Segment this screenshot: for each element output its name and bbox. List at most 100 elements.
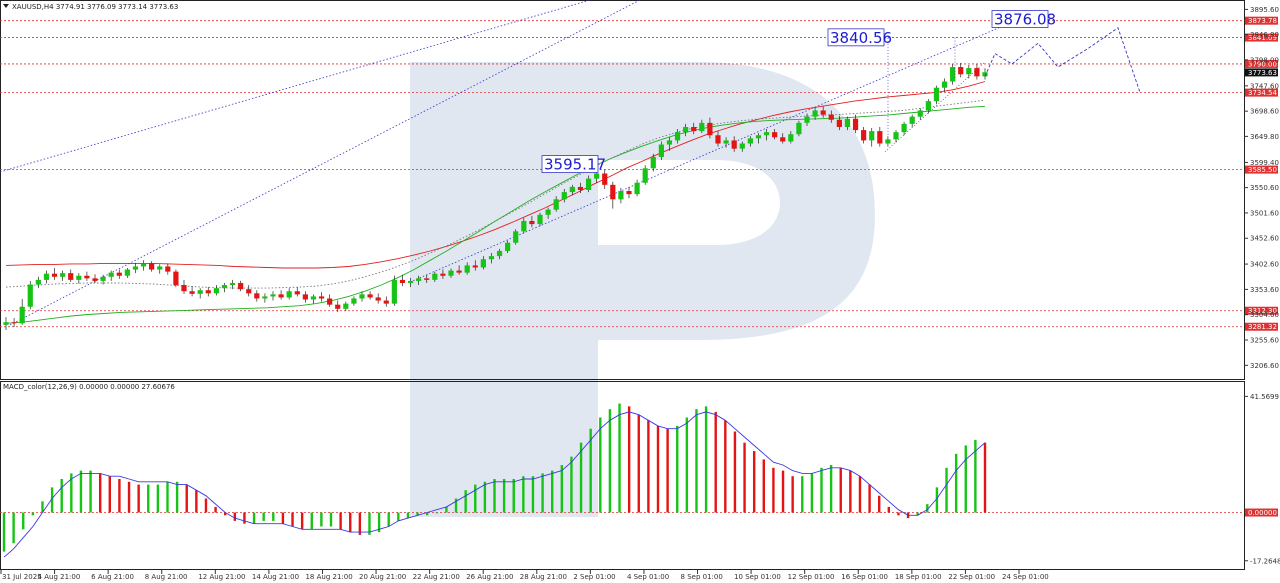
- macd-bar-rising: [493, 478, 496, 513]
- bull-candle: [100, 276, 106, 281]
- dropdown-triangle-icon[interactable]: [3, 4, 9, 8]
- bull-candle: [432, 273, 438, 280]
- price-axis: 3895.60 3846.80 3798.00 3747.60 3698.60 3649.…: [1244, 6, 1279, 370]
- level-label: 3585.50: [1248, 166, 1277, 174]
- macd-bar-falling: [781, 470, 785, 513]
- bull-candle: [124, 269, 130, 276]
- bull-candle: [140, 263, 147, 267]
- bull-candle: [642, 168, 648, 183]
- bull-candle: [464, 265, 470, 273]
- macd-bar-rising: [445, 506, 448, 513]
- macd-bar-rising: [560, 465, 564, 513]
- bull-candle: [569, 186, 575, 193]
- bear-candle: [772, 132, 778, 138]
- bull-candle: [634, 182, 640, 195]
- bull-candle: [480, 259, 486, 268]
- callout-box: [541, 155, 599, 174]
- level-label-box: [1245, 59, 1278, 68]
- macd-bar-rising: [474, 484, 477, 513]
- rp-logo-shape: [410, 62, 875, 517]
- level-label-box: [1245, 165, 1278, 174]
- bull-candle: [869, 131, 875, 141]
- macd-zero-box: [1245, 508, 1278, 517]
- price-tick-label: 3501.60: [1250, 209, 1279, 217]
- macd-bar-rising: [60, 478, 63, 513]
- time-tick-label: 8 Sep 01:00: [681, 573, 723, 581]
- macd-bar-falling: [98, 473, 102, 513]
- bear-candle: [828, 114, 834, 120]
- macd-bar-falling: [733, 431, 737, 513]
- bull-candle: [27, 284, 33, 307]
- bear-candle: [780, 137, 786, 142]
- macd-bar-falling: [897, 512, 900, 516]
- time-tick-label: 31 Jul 2025: [2, 573, 42, 581]
- macd-bar-rising: [618, 403, 621, 513]
- price-tick-label: 3304.60: [1250, 311, 1279, 319]
- symbol-header: XAUUSD,H4 3774.91 3776.09 3773.14 3773.6…: [3, 3, 178, 11]
- macd-bar-rising: [829, 465, 833, 513]
- price-tick-label: 3255.60: [1250, 337, 1279, 345]
- macd-bar-rising: [397, 512, 400, 521]
- macd-bar-rising: [79, 470, 83, 513]
- price-tick-label: 3206.60: [1250, 362, 1279, 370]
- bear-candle: [529, 220, 535, 225]
- macd-bar-falling: [772, 467, 775, 513]
- rp-logo-watermark-icon: [410, 62, 875, 517]
- macd-bar-rising: [329, 512, 333, 527]
- bull-candle: [982, 72, 988, 77]
- macd-bar-falling: [637, 414, 640, 513]
- bull-candle: [521, 220, 527, 232]
- macd-bar-rising: [801, 476, 804, 513]
- time-tick-label: 18 Sep 01:00: [895, 573, 942, 581]
- bull-candle: [788, 134, 794, 142]
- bull-candle: [132, 266, 139, 270]
- bear-candle: [149, 263, 155, 270]
- macd-bar-rising: [156, 484, 160, 513]
- bear-candle: [707, 122, 713, 136]
- macd-bar-falling: [762, 459, 765, 513]
- bear-candle: [472, 265, 478, 268]
- macd-bar-rising: [954, 453, 958, 513]
- callout-text: 3876.08: [994, 10, 1056, 28]
- macd-bar-rising: [464, 490, 467, 513]
- level-label: 3312.30: [1248, 307, 1277, 315]
- bull-candle: [901, 123, 907, 133]
- macd-bar-rising: [551, 470, 554, 513]
- macd-bar-rising: [377, 512, 381, 533]
- time-tick-label: 22 Sep 01:00: [948, 573, 995, 581]
- bear-candle: [836, 119, 842, 127]
- price-tick-label: 3402.60: [1250, 261, 1279, 269]
- bull-candle: [108, 272, 114, 277]
- macd-bar-rising: [262, 512, 265, 521]
- bull-candle: [747, 138, 753, 144]
- bear-candle: [205, 290, 211, 294]
- macd-bar-rising: [974, 439, 977, 513]
- bull-candle: [658, 144, 664, 157]
- macd-tick-label: 0.00000: [1248, 509, 1277, 517]
- macd-bar-rising: [31, 512, 35, 516]
- macd-bar-rising: [704, 406, 708, 513]
- macd-bar-rising: [22, 512, 25, 530]
- bear-candle: [367, 294, 373, 298]
- time-tick-label: 10 Sep 01:00: [734, 573, 781, 581]
- macd-bar-falling: [195, 490, 198, 513]
- bull-candle: [35, 279, 41, 285]
- bull-candle: [796, 122, 802, 135]
- macd-bar-falling: [878, 495, 881, 513]
- bull-candle: [416, 278, 422, 281]
- macd-bar-rising: [252, 512, 256, 524]
- bull-candle: [674, 132, 681, 141]
- bull-candle: [229, 282, 236, 286]
- level-label-box: [1245, 33, 1278, 42]
- bear-candle: [51, 273, 58, 277]
- macd-bar-rising: [608, 409, 612, 513]
- macd-bar-rising: [147, 484, 150, 513]
- macd-bar-falling: [233, 512, 237, 521]
- callout-text: 3595.17: [544, 156, 606, 174]
- macd-bar-falling: [127, 481, 131, 513]
- time-tick-label: 4 Aug 21:00: [38, 573, 81, 581]
- macd-bar-falling: [214, 506, 217, 513]
- macd-tick-label: 41.5699: [1250, 393, 1279, 401]
- macd-bar-falling: [349, 512, 352, 533]
